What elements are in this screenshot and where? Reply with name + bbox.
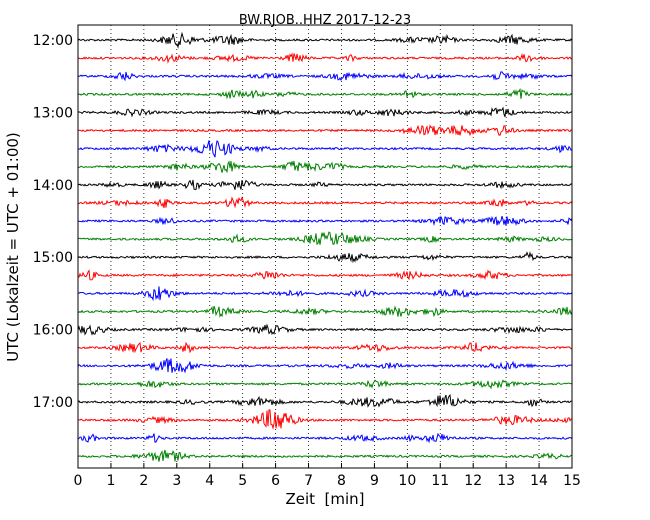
x-tick-label: 12 xyxy=(464,473,482,489)
trace-1430 xyxy=(77,215,573,227)
y-tick-label: 13:00 xyxy=(33,105,73,121)
trace-1515 xyxy=(77,269,573,281)
trace-1200 xyxy=(77,31,573,49)
trace-1415 xyxy=(77,196,573,209)
trace-1630 xyxy=(77,358,573,374)
x-tick-label: 10 xyxy=(398,473,416,489)
x-tick-label: 15 xyxy=(563,473,581,489)
trace-1600 xyxy=(77,323,573,336)
x-tick-label: 8 xyxy=(337,473,346,489)
y-axis-label: UTC (Lokalzeit = UTC + 01:00) xyxy=(4,132,22,362)
trace-1745 xyxy=(77,449,573,462)
trace-1300 xyxy=(77,106,573,118)
y-tick-label: 14:00 xyxy=(33,178,73,194)
y-tick-label: 15:00 xyxy=(33,250,73,266)
x-tick-label: 1 xyxy=(106,473,115,489)
trace-1445 xyxy=(77,231,573,246)
trace-1500 xyxy=(77,251,573,264)
x-tick-label: 0 xyxy=(74,473,83,489)
trace-1215 xyxy=(77,52,573,64)
x-tick-label: 3 xyxy=(172,473,181,489)
x-tick-label: 11 xyxy=(431,473,449,489)
x-tick-label: 6 xyxy=(271,473,280,489)
x-tick-label: 9 xyxy=(370,473,379,489)
x-axis-ticks: 0 1 2 3 4 5 6 7 8 9 10 11 12 13 14 15 xyxy=(74,463,581,489)
y-tick-label: 12:00 xyxy=(33,33,73,49)
trace-1230 xyxy=(77,71,573,82)
trace-1715 xyxy=(77,409,573,430)
y-tick-label: 17:00 xyxy=(33,395,73,411)
trace-1545 xyxy=(77,305,573,318)
x-tick-label: 2 xyxy=(139,473,148,489)
x-tick-label: 13 xyxy=(497,473,515,489)
chart-title: BW.RJOB..HHZ 2017-12-23 xyxy=(239,13,411,28)
seismic-traces xyxy=(77,31,573,462)
y-axis-ticks: 12:00 13:00 14:00 15:00 16:00 17:00 xyxy=(33,33,73,411)
trace-1315 xyxy=(77,124,573,137)
trace-1700 xyxy=(77,394,573,408)
trace-1730 xyxy=(77,432,573,444)
trace-1345 xyxy=(77,160,573,174)
trace-1530 xyxy=(77,286,573,302)
x-tick-label: 4 xyxy=(205,473,214,489)
x-tick-label: 7 xyxy=(304,473,313,489)
vertical-grid xyxy=(110,25,540,468)
plot-frame xyxy=(77,24,573,469)
x-axis-label: Zeit [min] xyxy=(285,490,364,508)
trace-1330 xyxy=(77,140,573,158)
trace-1400 xyxy=(77,179,573,191)
trace-1645 xyxy=(77,379,573,390)
x-tick-label: 5 xyxy=(238,473,247,489)
x-tick-label: 14 xyxy=(530,473,548,489)
y-tick-label: 16:00 xyxy=(33,323,73,339)
trace-1615 xyxy=(77,341,573,354)
trace-1245 xyxy=(77,87,573,100)
